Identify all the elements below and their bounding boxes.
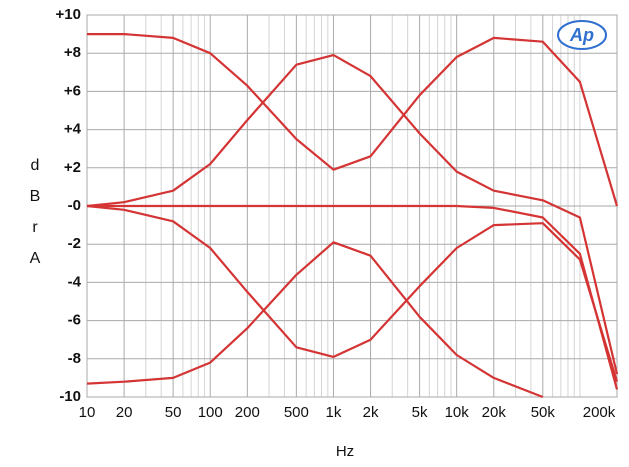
x-tick-label: 20k — [482, 404, 507, 421]
response-curve — [87, 204, 619, 390]
y-tick-label: -0 — [68, 197, 81, 214]
logo-badge — [557, 20, 607, 50]
x-tick-label: 500 — [284, 404, 309, 421]
y-tick-label: +8 — [64, 44, 81, 61]
y-tick-label: +2 — [64, 159, 81, 176]
y-tick-label: -2 — [68, 235, 81, 252]
x-tick-label: 100 — [198, 404, 223, 421]
x-tick-label: 50k — [531, 404, 556, 421]
y-tick-label: -8 — [68, 350, 81, 367]
x-tick-label: 10 — [79, 404, 96, 421]
x-tick-label: 50 — [165, 404, 182, 421]
x-tick-label: 200 — [235, 404, 260, 421]
x-tick-label: 5k — [412, 404, 428, 421]
response-curve — [86, 54, 619, 375]
x-tick-label: 1k — [326, 404, 342, 421]
response-curve — [86, 241, 544, 399]
x-axis-label: Hz — [336, 443, 354, 460]
x-tick-label: 20 — [116, 404, 133, 421]
x-tick-label: 2k — [363, 404, 379, 421]
x-tick-label: 10k — [445, 404, 470, 421]
response-curve — [86, 204, 619, 383]
y-tick-label: +4 — [64, 121, 82, 138]
y-tick-label: +6 — [64, 82, 81, 99]
y-tick-label: +10 — [56, 6, 81, 23]
y-axis-label: dBrA — [29, 157, 41, 267]
x-tick-label: 200k — [583, 404, 616, 421]
logo: Ap — [569, 25, 594, 45]
y-tick-label: -10 — [59, 388, 81, 405]
response-curve — [87, 33, 619, 207]
y-tick-label: -4 — [68, 273, 82, 290]
y-tick-label: -6 — [68, 312, 81, 329]
